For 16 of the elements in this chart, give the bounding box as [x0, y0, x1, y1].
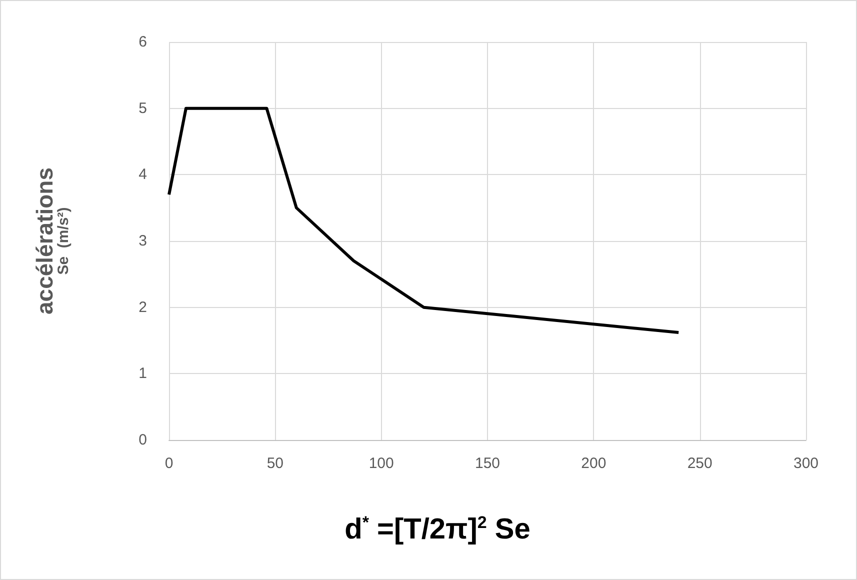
x-tick-label: 200 — [581, 455, 606, 472]
x-tick-label: 250 — [687, 455, 712, 472]
y-tick-label: 2 — [138, 298, 147, 316]
y-tick-label: 6 — [138, 34, 147, 50]
x-tick-label: 0 — [164, 455, 174, 472]
y-tick-label: 4 — [138, 166, 147, 184]
y-tick-label: 0 — [138, 432, 147, 448]
y-tick-label: 3 — [138, 232, 147, 250]
x-tick-label: 150 — [474, 455, 500, 472]
line-series — [168, 106, 680, 334]
y-axis-title: accélérations Se (m/s²) — [32, 167, 72, 315]
y-tick-label: 5 — [138, 100, 147, 117]
x-tick-label: 300 — [793, 455, 819, 472]
x-tick-label: 50 — [266, 455, 284, 472]
y-tick-label: 1 — [138, 365, 147, 382]
x-tick-label: 100 — [368, 455, 394, 472]
